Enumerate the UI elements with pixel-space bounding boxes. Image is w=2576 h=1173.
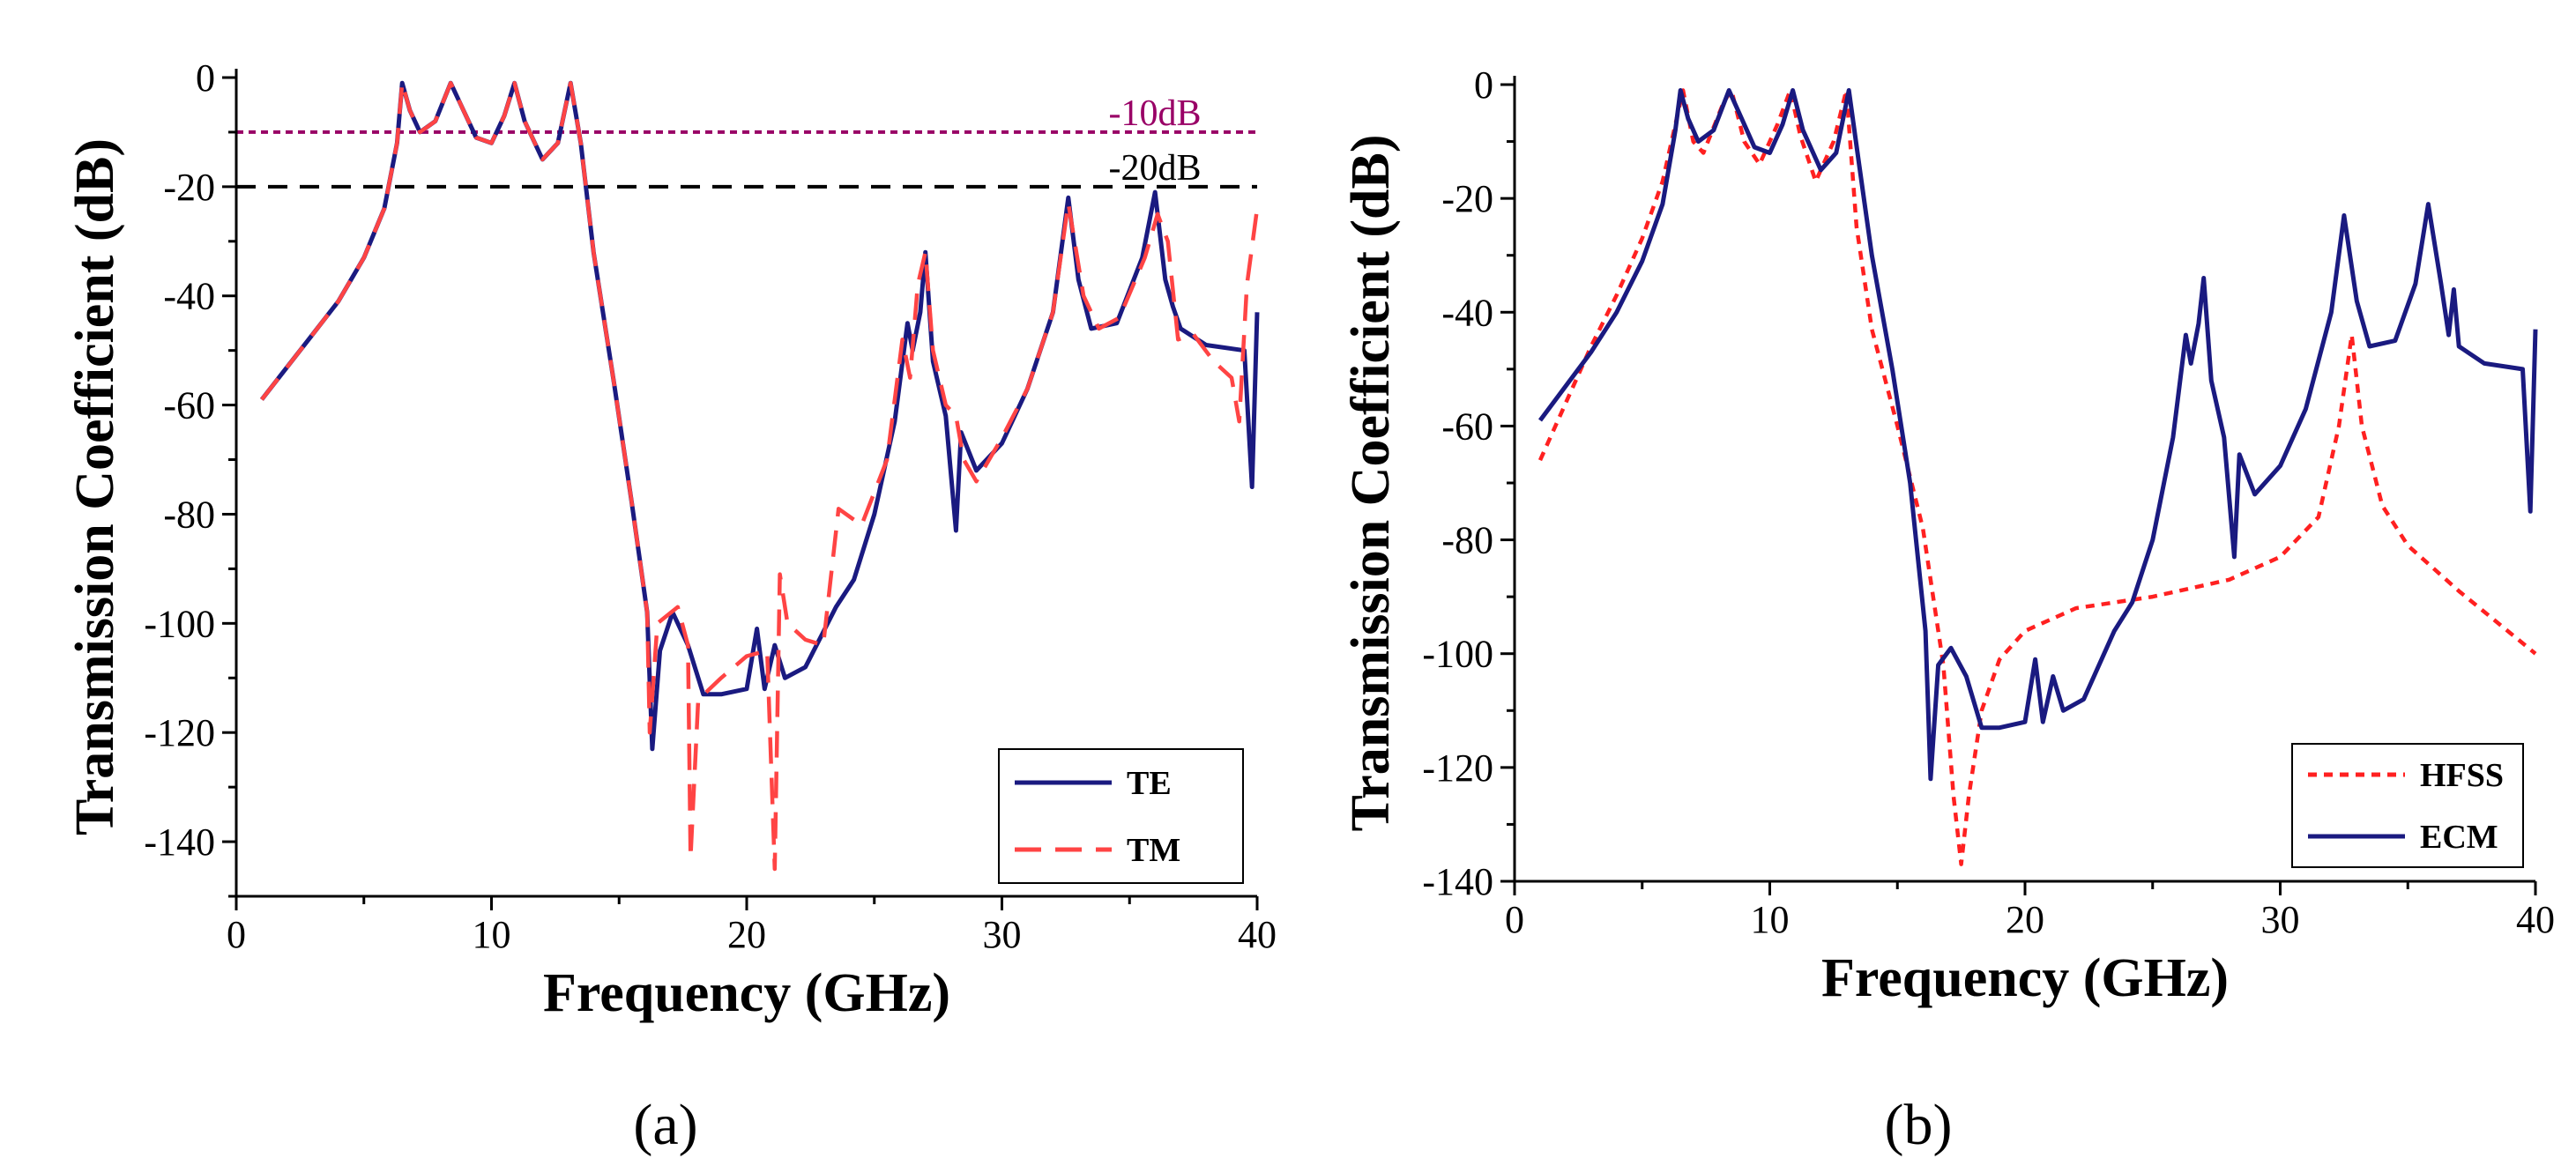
y-tick-label: -80: [1441, 519, 1493, 562]
legend-label-te: TE: [1127, 765, 1172, 802]
y-tick-label: 0: [1474, 63, 1493, 107]
x-axis-title: Frequency (GHz): [1821, 948, 2229, 1008]
x-tick-label: 30: [983, 913, 1022, 956]
y-tick-label: -140: [1422, 860, 1493, 903]
y-tick-label: -100: [1422, 633, 1493, 676]
reference-label: -20dB: [1109, 148, 1202, 189]
y-tick-label: -60: [1441, 405, 1493, 448]
series-line-ecm: [1537, 88, 2538, 782]
y-tick-label: -100: [144, 602, 215, 645]
y-axis-title: Transmission Coefficient (dB): [65, 138, 125, 835]
x-tick-label: 40: [1238, 913, 1277, 956]
y-tick-label: -20: [163, 166, 215, 209]
y-tick-label: -20: [1441, 177, 1493, 220]
y-axis-title: Transmission Coefficient (dB): [1341, 134, 1401, 831]
legend-box: [998, 748, 1244, 884]
x-tick-label: 10: [473, 913, 511, 956]
y-tick-label: -80: [163, 493, 215, 536]
y-tick-label: -40: [163, 275, 215, 318]
legend-box: [2291, 743, 2524, 868]
y-tick-label: -140: [144, 820, 215, 864]
caption-b: (b): [1885, 1093, 1953, 1157]
y-tick-label: -60: [163, 384, 215, 427]
x-tick-label: 0: [227, 913, 246, 956]
chart-panel-b: 0 10 20 30 40 0 -20 -40 -60 -80 -100 -120 -140 Freque…: [1341, 63, 2555, 1008]
legend-label-tm: TM: [1127, 832, 1180, 869]
y-tick-label: 0: [196, 56, 215, 100]
reference-label: -10dB: [1109, 93, 1202, 134]
x-tick-label: 20: [727, 913, 766, 956]
x-tick-label: 10: [1751, 898, 1790, 941]
x-axis-title: Frequency (GHz): [543, 963, 950, 1023]
x-tick-label: 20: [2006, 898, 2044, 941]
chart-panel-a: -10dB -20dB 0 10 20 30 40 0 -20 -40 -60 -80 -100 -120…: [65, 56, 1277, 1023]
series-line-hfss: [1537, 88, 2537, 866]
y-tick-label: -120: [1422, 746, 1493, 790]
x-tick-label: 40: [2516, 898, 2555, 941]
y-tick-label: -120: [144, 711, 215, 754]
legend-label-hfss: HFSS: [2420, 757, 2504, 794]
legend-label-ecm: ECM: [2420, 819, 2498, 856]
x-tick-label: 30: [2261, 898, 2300, 941]
x-tick-label: 0: [1505, 898, 1524, 941]
caption-a: (a): [633, 1093, 697, 1157]
y-tick-label: -40: [1441, 291, 1493, 334]
